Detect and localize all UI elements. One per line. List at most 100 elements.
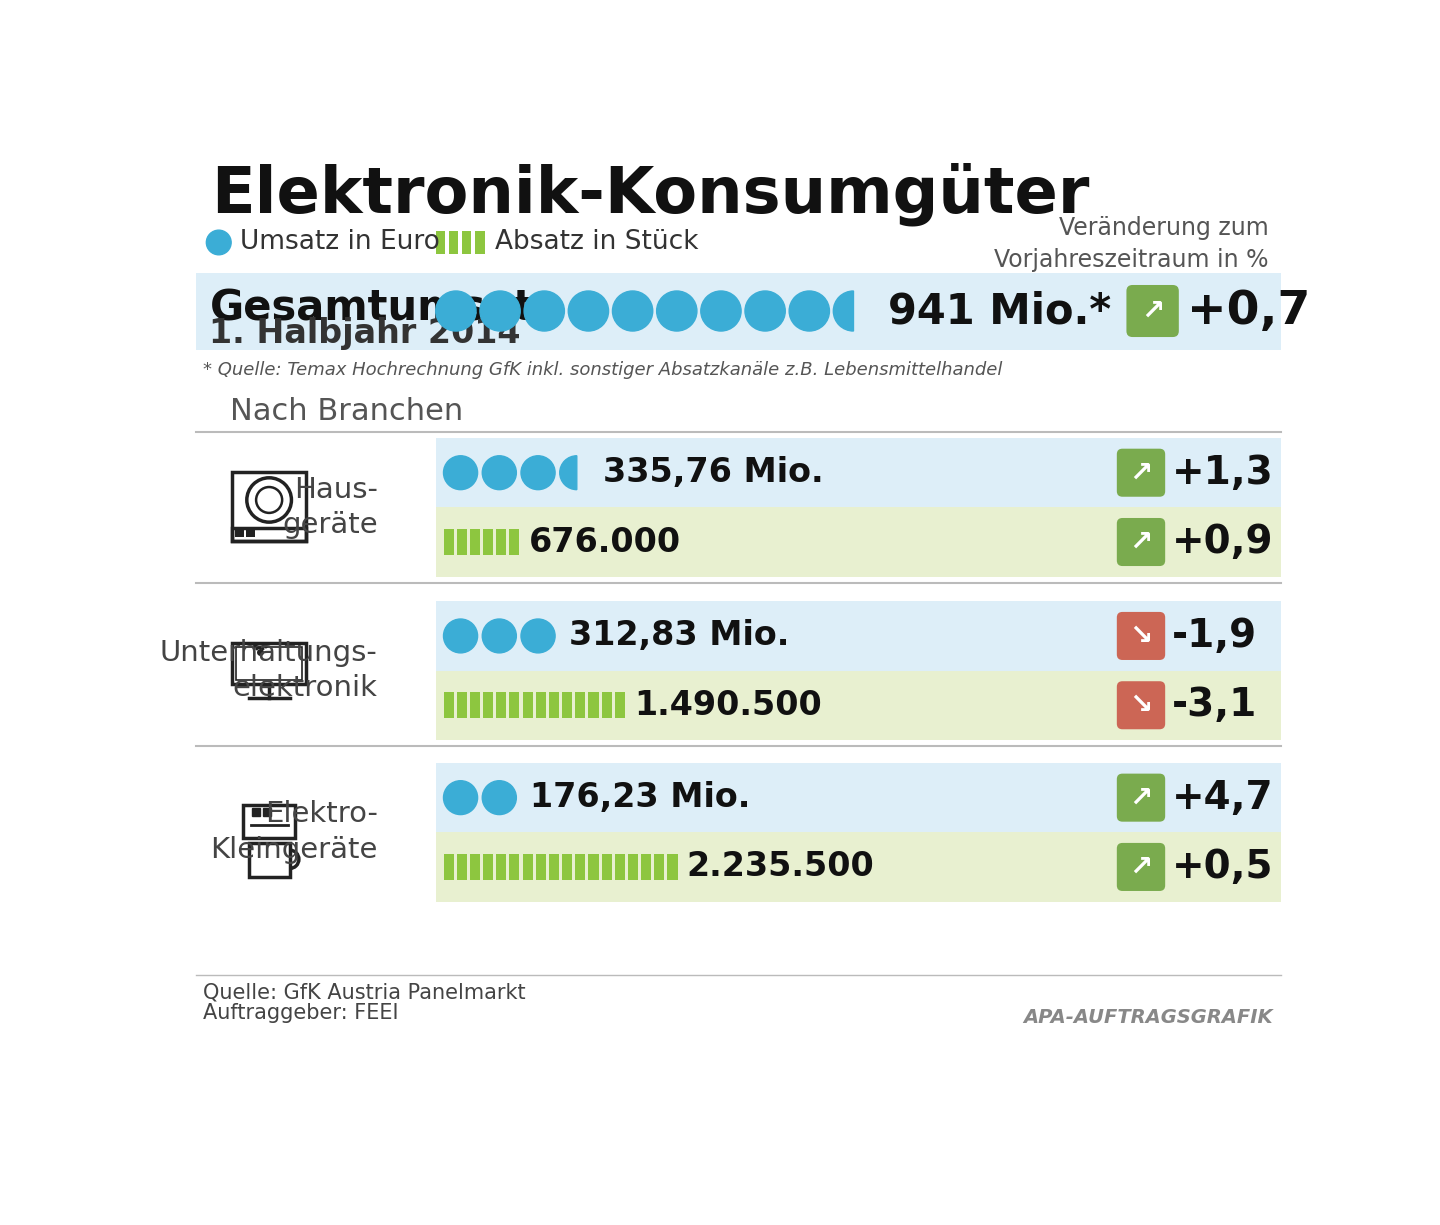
FancyBboxPatch shape: [562, 854, 572, 880]
Text: elektronik: elektronik: [233, 675, 377, 702]
FancyBboxPatch shape: [436, 232, 445, 254]
FancyBboxPatch shape: [246, 529, 255, 537]
Text: Quelle: GfK Austria Panelmarkt: Quelle: GfK Austria Panelmarkt: [203, 982, 526, 1002]
FancyBboxPatch shape: [469, 692, 480, 718]
FancyBboxPatch shape: [469, 529, 480, 555]
FancyBboxPatch shape: [462, 232, 471, 254]
Text: ↗: ↗: [1129, 528, 1152, 556]
FancyBboxPatch shape: [482, 529, 492, 555]
Circle shape: [521, 619, 554, 653]
Text: Auftraggeber: FEEI: Auftraggeber: FEEI: [203, 1003, 399, 1023]
Circle shape: [206, 230, 232, 255]
FancyBboxPatch shape: [235, 529, 245, 537]
Circle shape: [524, 292, 564, 331]
Circle shape: [444, 780, 478, 815]
FancyBboxPatch shape: [510, 692, 520, 718]
Text: +4,7: +4,7: [1172, 779, 1273, 817]
FancyBboxPatch shape: [523, 854, 533, 880]
Circle shape: [701, 292, 742, 331]
Text: 941 Mio.*: 941 Mio.*: [887, 290, 1110, 332]
Text: Elektronik-Konsumgüter: Elektronik-Konsumgüter: [212, 163, 1090, 225]
Text: ↘: ↘: [1129, 622, 1152, 650]
FancyBboxPatch shape: [436, 507, 1280, 577]
FancyBboxPatch shape: [1117, 774, 1165, 822]
FancyBboxPatch shape: [444, 529, 454, 555]
FancyBboxPatch shape: [1126, 285, 1179, 337]
Circle shape: [789, 292, 829, 331]
FancyBboxPatch shape: [668, 854, 678, 880]
FancyBboxPatch shape: [1117, 681, 1165, 729]
Wedge shape: [834, 292, 854, 331]
FancyBboxPatch shape: [575, 692, 585, 718]
FancyBboxPatch shape: [444, 692, 454, 718]
FancyBboxPatch shape: [628, 854, 638, 880]
Circle shape: [444, 619, 478, 653]
Text: ↗: ↗: [1140, 296, 1165, 325]
FancyBboxPatch shape: [475, 232, 485, 254]
FancyBboxPatch shape: [1117, 448, 1165, 496]
Circle shape: [521, 456, 554, 490]
FancyBboxPatch shape: [536, 692, 546, 718]
FancyBboxPatch shape: [436, 670, 1280, 740]
FancyBboxPatch shape: [589, 854, 599, 880]
FancyBboxPatch shape: [1117, 843, 1165, 891]
Circle shape: [569, 292, 609, 331]
Circle shape: [657, 292, 697, 331]
FancyBboxPatch shape: [456, 854, 467, 880]
FancyBboxPatch shape: [536, 854, 546, 880]
FancyBboxPatch shape: [456, 692, 467, 718]
FancyBboxPatch shape: [449, 232, 458, 254]
Text: Kleingeräte: Kleingeräte: [210, 837, 377, 864]
Text: ↗: ↗: [1129, 853, 1152, 881]
Text: +0,7: +0,7: [1188, 289, 1310, 333]
Text: 312,83 Mio.: 312,83 Mio.: [569, 620, 789, 653]
FancyBboxPatch shape: [575, 854, 585, 880]
FancyBboxPatch shape: [615, 854, 625, 880]
Text: Nach Branchen: Nach Branchen: [230, 397, 464, 426]
Text: 1.490.500: 1.490.500: [634, 688, 822, 722]
FancyBboxPatch shape: [497, 529, 507, 555]
Text: +0,5: +0,5: [1172, 848, 1273, 886]
FancyBboxPatch shape: [654, 854, 664, 880]
FancyBboxPatch shape: [602, 854, 612, 880]
FancyBboxPatch shape: [562, 692, 572, 718]
FancyBboxPatch shape: [436, 439, 1280, 507]
Text: 176,23 Mio.: 176,23 Mio.: [530, 782, 750, 815]
Text: +0,9: +0,9: [1172, 523, 1273, 561]
Wedge shape: [560, 456, 577, 490]
FancyBboxPatch shape: [497, 692, 507, 718]
FancyBboxPatch shape: [549, 854, 559, 880]
FancyBboxPatch shape: [482, 854, 492, 880]
Text: * Quelle: Temax Hochrechnung GfK inkl. sonstiger Absatzkanäle z.B. Lebensmittelh: * Quelle: Temax Hochrechnung GfK inkl. s…: [203, 361, 1002, 379]
Text: 335,76 Mio.: 335,76 Mio.: [603, 456, 824, 489]
Text: Haus-: Haus-: [294, 475, 377, 503]
Text: -3,1: -3,1: [1172, 686, 1257, 724]
Circle shape: [612, 292, 652, 331]
FancyBboxPatch shape: [444, 854, 454, 880]
FancyBboxPatch shape: [615, 692, 625, 718]
Text: Absatz in Stück: Absatz in Stück: [495, 229, 698, 256]
Text: APA-AUFTRAGSGRAFIK: APA-AUFTRAGSGRAFIK: [1024, 1008, 1273, 1027]
FancyBboxPatch shape: [456, 529, 467, 555]
FancyBboxPatch shape: [523, 692, 533, 718]
FancyBboxPatch shape: [589, 692, 599, 718]
FancyBboxPatch shape: [641, 854, 651, 880]
FancyBboxPatch shape: [510, 854, 520, 880]
Circle shape: [482, 619, 517, 653]
Text: Gesamtumsatz: Gesamtumsatz: [209, 288, 557, 330]
Text: Unterhaltungs-: Unterhaltungs-: [160, 638, 377, 666]
FancyBboxPatch shape: [510, 529, 520, 555]
FancyBboxPatch shape: [549, 692, 559, 718]
Text: ↗: ↗: [1129, 458, 1152, 486]
Text: +1,3: +1,3: [1172, 453, 1274, 491]
Text: ↗: ↗: [1129, 784, 1152, 812]
Text: Elektro-: Elektro-: [265, 800, 377, 828]
FancyBboxPatch shape: [602, 692, 612, 718]
FancyBboxPatch shape: [196, 272, 1280, 349]
FancyBboxPatch shape: [1117, 518, 1165, 566]
Text: Umsatz in Euro: Umsatz in Euro: [240, 229, 441, 256]
FancyBboxPatch shape: [436, 601, 1280, 670]
Text: geräte: geräte: [282, 511, 377, 539]
Circle shape: [436, 292, 477, 331]
Text: -1,9: -1,9: [1172, 617, 1257, 655]
